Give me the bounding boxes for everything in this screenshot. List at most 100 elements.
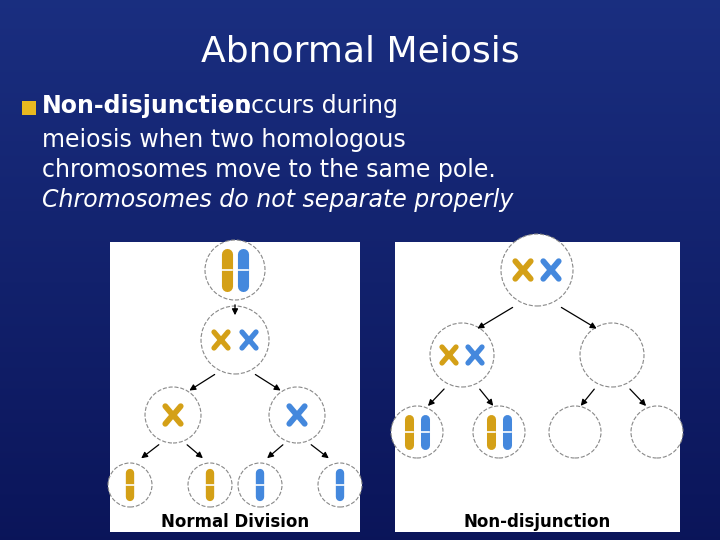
Bar <box>0 69 720 70</box>
Bar <box>0 73 720 74</box>
Bar <box>0 398 720 399</box>
Bar <box>0 224 720 225</box>
Bar <box>0 265 720 266</box>
Bar <box>0 535 720 536</box>
Bar <box>0 103 720 104</box>
Bar <box>0 418 720 419</box>
Bar <box>0 450 720 451</box>
Bar <box>0 125 720 126</box>
Bar <box>0 110 720 111</box>
Bar <box>0 133 720 134</box>
Bar <box>0 172 720 173</box>
Bar <box>0 495 720 496</box>
Bar <box>0 513 720 514</box>
Bar <box>0 138 720 139</box>
Bar <box>0 390 720 391</box>
Bar <box>0 183 720 184</box>
Bar <box>0 57 720 58</box>
Bar <box>0 527 720 528</box>
Bar <box>0 297 720 298</box>
Bar <box>0 483 720 484</box>
Circle shape <box>108 463 152 507</box>
Bar <box>0 432 720 433</box>
Bar <box>0 53 720 54</box>
Bar <box>0 96 720 97</box>
Bar <box>0 158 720 159</box>
Bar <box>0 395 720 396</box>
Bar <box>0 539 720 540</box>
Bar <box>0 249 720 250</box>
Bar <box>0 434 720 435</box>
Bar <box>0 159 720 160</box>
Bar <box>0 487 720 488</box>
Bar <box>0 300 720 301</box>
Bar <box>0 166 720 167</box>
Bar <box>0 74 720 75</box>
Bar <box>0 194 720 195</box>
Circle shape <box>501 234 573 306</box>
Bar <box>0 278 720 279</box>
Bar <box>0 292 720 293</box>
Bar <box>0 192 720 193</box>
Bar <box>0 368 720 369</box>
Bar <box>0 277 720 278</box>
Bar <box>0 186 720 187</box>
Bar <box>0 441 720 442</box>
Bar <box>0 220 720 221</box>
Bar <box>0 422 720 423</box>
Bar <box>0 60 720 61</box>
Bar <box>0 37 720 38</box>
Bar <box>0 509 720 510</box>
Bar <box>0 171 720 172</box>
Bar <box>0 223 720 224</box>
Bar <box>0 68 720 69</box>
Bar <box>0 350 720 351</box>
Bar <box>0 438 720 439</box>
Bar <box>0 378 720 379</box>
Bar <box>0 280 720 281</box>
Bar <box>0 403 720 404</box>
Bar <box>0 533 720 534</box>
Bar <box>0 56 720 57</box>
Bar <box>0 211 720 212</box>
Bar <box>0 119 720 120</box>
Bar <box>0 255 720 256</box>
Bar <box>0 254 720 255</box>
Bar <box>0 363 720 364</box>
Bar <box>0 383 720 384</box>
Bar <box>0 156 720 157</box>
Bar <box>0 517 720 518</box>
Bar <box>0 72 720 73</box>
Bar <box>0 437 720 438</box>
Bar <box>0 480 720 481</box>
Bar <box>0 424 720 425</box>
Bar <box>0 312 720 313</box>
Bar <box>0 334 720 335</box>
Bar <box>0 123 720 124</box>
Bar <box>0 42 720 43</box>
Bar <box>0 97 720 98</box>
Bar <box>0 143 720 144</box>
Bar <box>0 474 720 475</box>
Bar <box>0 321 720 322</box>
Bar <box>0 212 720 213</box>
Bar <box>0 462 720 463</box>
Bar <box>0 157 720 158</box>
Bar <box>0 174 720 175</box>
Bar <box>0 294 720 295</box>
Bar <box>0 270 720 271</box>
Bar <box>0 106 720 107</box>
Bar <box>0 77 720 78</box>
Text: Non-disjunction: Non-disjunction <box>42 94 252 118</box>
Bar <box>0 35 720 36</box>
Bar <box>0 362 720 363</box>
Bar <box>0 197 720 198</box>
Bar <box>0 524 720 525</box>
Bar <box>0 48 720 49</box>
Bar <box>0 15 720 16</box>
Bar <box>0 147 720 148</box>
Bar <box>0 326 720 327</box>
Bar <box>0 489 720 490</box>
Bar <box>0 61 720 62</box>
Bar <box>0 130 720 131</box>
